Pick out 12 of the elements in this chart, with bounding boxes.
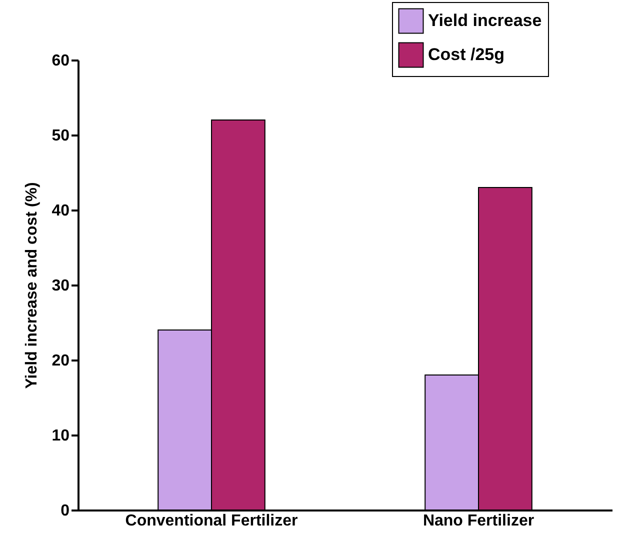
y-tick-label: 30 [52, 278, 70, 294]
y-tick-label: 10 [52, 428, 70, 444]
x-tick-label: Conventional Fertilizer [125, 512, 298, 530]
y-axis-title: Yield increase and cost (%) [24, 182, 41, 389]
y-tick-label: 20 [52, 352, 70, 370]
legend-label: Yield increase [428, 11, 542, 30]
y-tick-label: 50 [52, 128, 70, 144]
legend-label: Cost /25g [428, 45, 505, 64]
x-tick-label: Nano Fertilizer [422, 512, 534, 530]
y-tick-label: 60 [52, 52, 70, 70]
y-tick-label: 0 [60, 502, 70, 520]
y-tick-label: 40 [52, 202, 70, 220]
